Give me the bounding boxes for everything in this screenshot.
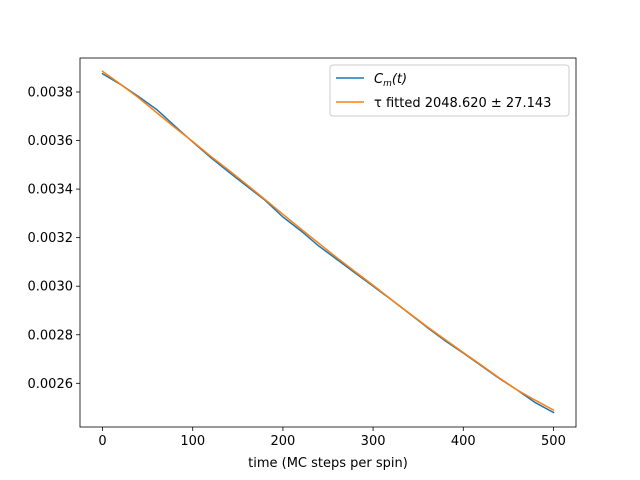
data-point xyxy=(462,352,464,354)
data-point xyxy=(174,127,176,129)
legend-label: τ fitted 2048.620 ± 27.143 xyxy=(374,96,551,111)
data-point xyxy=(210,156,212,158)
legend-label: Cm(t) xyxy=(374,72,407,89)
data-point xyxy=(318,243,320,245)
legend: Cm(t) τ fitted 2048.620 ± 27.143 xyxy=(329,64,570,117)
x-tick-label: 0 xyxy=(98,434,106,449)
data-point xyxy=(535,400,537,402)
y-tick-label: 0.0032 xyxy=(28,231,74,246)
data-point xyxy=(553,412,555,414)
data-point xyxy=(156,109,158,111)
data-point xyxy=(372,284,374,286)
data-point xyxy=(264,198,266,200)
x-tick-label: 400 xyxy=(451,434,476,449)
series-layer xyxy=(101,70,555,414)
data-point xyxy=(156,112,158,114)
data-point xyxy=(282,214,284,216)
x-tick-label: 500 xyxy=(541,434,566,449)
series-line xyxy=(101,70,555,412)
data-point xyxy=(444,339,446,341)
data-point xyxy=(102,71,104,73)
legend-label-main: C xyxy=(374,72,384,87)
data-point xyxy=(517,389,519,391)
y-tick-label: 0.0030 xyxy=(28,280,74,295)
data-point xyxy=(553,409,555,411)
plot-area-background xyxy=(80,58,576,427)
y-tick-label: 0.0034 xyxy=(28,183,74,198)
data-point xyxy=(102,73,104,75)
data-point xyxy=(192,141,194,143)
y-axis: 0.0026 0.0028 0.0030 0.0032 0.0034 0.0036 0.00… xyxy=(28,85,80,392)
data-point xyxy=(390,299,392,301)
data-point xyxy=(300,228,302,230)
series-2 xyxy=(101,70,555,412)
data-point xyxy=(408,312,410,314)
x-axis-title: time (MC steps per spin) xyxy=(248,456,408,471)
data-point xyxy=(499,377,501,379)
x-tick-label: 300 xyxy=(361,434,386,449)
y-tick-label: 0.0026 xyxy=(28,377,74,392)
x-axis: 0 100 200 300 400 500 xyxy=(98,427,566,449)
data-point xyxy=(282,216,284,218)
legend-label-subscript: m xyxy=(383,79,392,89)
data-point xyxy=(120,83,122,85)
data-point xyxy=(535,402,537,404)
legend-label-tail: (t) xyxy=(392,72,407,87)
data-point xyxy=(228,169,230,171)
data-point xyxy=(138,97,140,99)
y-tick-label: 0.0036 xyxy=(28,134,74,149)
legend-frame xyxy=(329,64,570,117)
legend-item: τ fitted 2048.620 ± 27.143 xyxy=(336,96,551,111)
data-point xyxy=(336,257,338,259)
data-point xyxy=(318,245,320,247)
data-point xyxy=(481,364,483,366)
x-tick-label: 100 xyxy=(180,434,205,449)
x-tick-label: 200 xyxy=(270,434,295,449)
y-tick-label: 0.0038 xyxy=(28,85,74,100)
legend-label-main: τ fitted 2048.620 ± 27.143 xyxy=(374,96,551,111)
data-point xyxy=(354,271,356,273)
data-point xyxy=(246,184,248,186)
data-point xyxy=(426,326,428,328)
plot-frame xyxy=(79,57,577,428)
legend-item: Cm(t) xyxy=(336,72,407,89)
y-tick-label: 0.0028 xyxy=(28,328,74,343)
